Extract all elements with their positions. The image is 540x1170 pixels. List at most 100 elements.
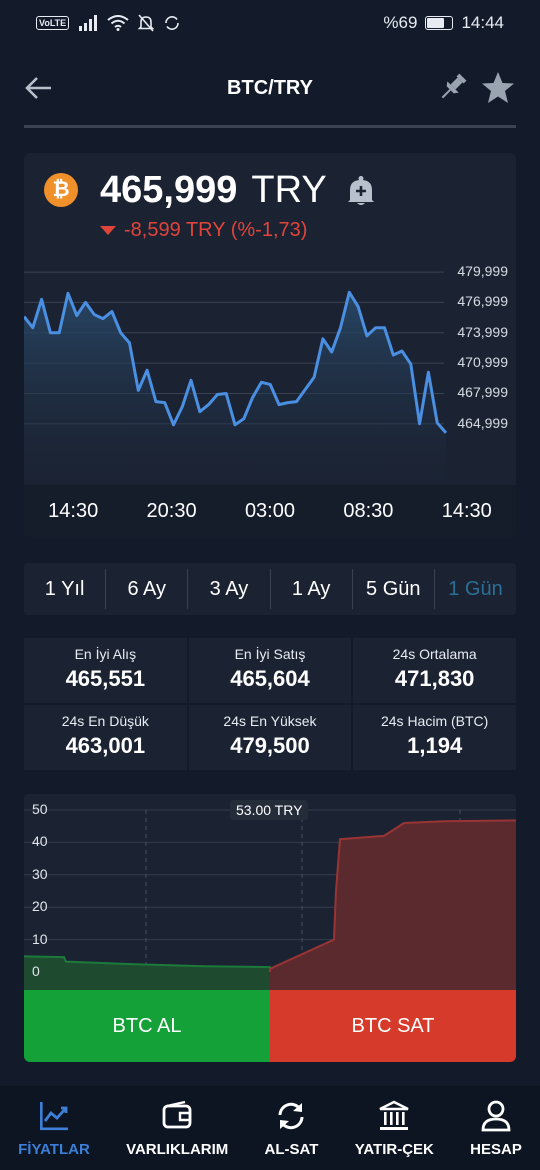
range-tab[interactable]: 5 Gün xyxy=(353,569,435,609)
depth-y-tick-label: 10 xyxy=(32,930,48,947)
battery-icon xyxy=(425,16,454,30)
ask-depth-line xyxy=(269,819,516,972)
y-tick-label: 473,999 xyxy=(457,323,508,340)
stat-label: En İyi Alış xyxy=(74,646,137,662)
signal-icon xyxy=(79,15,98,31)
stat-label: 24s Hacim (BTC) xyxy=(380,713,489,729)
volte-badge: VoLTE xyxy=(36,16,70,30)
stat-value: 465,604 xyxy=(230,666,310,691)
nav-item[interactable]: FİYATLAR xyxy=(18,1099,90,1158)
nav-item[interactable]: VARLIKLARIM xyxy=(126,1099,228,1158)
stats-grid: En İyi Alış 465,551 En İyi Satış 465,604 24s… xyxy=(24,638,516,770)
stat-value: 1,194 xyxy=(407,733,463,758)
page-title: BTC/TRY xyxy=(227,76,313,99)
trade-buttons: BTC AL BTC SAT xyxy=(24,990,516,1062)
ask-depth-area xyxy=(270,820,516,990)
depth-y-tick-label: 0 xyxy=(32,963,40,979)
stat-cell: En İyi Alış 465,551 xyxy=(24,638,187,703)
nav-item[interactable]: HESAP xyxy=(470,1099,522,1158)
y-tick-label: 476,999 xyxy=(457,293,508,310)
battery-level xyxy=(427,18,444,28)
top-bar: BTC/TRY xyxy=(24,60,516,116)
nav-label: FİYATLAR xyxy=(18,1140,90,1158)
depth-chart: 50 40 30 20 10 0 53.00 TRY xyxy=(24,794,516,990)
y-tick-label: 464,999 xyxy=(457,414,508,431)
down-triangle-icon xyxy=(100,226,116,235)
status-icons-right: %69 14:44 xyxy=(383,13,504,33)
user-icon xyxy=(481,1100,511,1131)
price-alarm-icon[interactable] xyxy=(346,175,376,207)
price-chart[interactable] xyxy=(24,253,516,485)
time-axis: 14:30 20:30 03:00 08:30 14:30 xyxy=(24,485,516,537)
range-tab[interactable]: 1 Ay xyxy=(271,569,353,609)
chart-icon xyxy=(39,1101,68,1130)
nav-label: YATIR-ÇEK xyxy=(354,1140,434,1158)
sell-button[interactable]: BTC SAT xyxy=(270,990,516,1062)
stat-label: 24s Ortalama xyxy=(392,646,477,662)
buy-button[interactable]: BTC AL xyxy=(24,990,270,1062)
status-icons-left: VoLTE xyxy=(36,14,181,32)
stat-label: En İyi Satış xyxy=(234,646,306,662)
stat-value: 465,551 xyxy=(65,666,146,691)
stat-cell: 24s En Yüksek 479,500 xyxy=(188,705,352,770)
nav-label: HESAP xyxy=(470,1140,522,1158)
price-area xyxy=(24,292,446,485)
depth-y-tick-label: 30 xyxy=(32,865,48,882)
price-line-series xyxy=(24,290,448,434)
x-tick-label: 03:00 xyxy=(244,499,295,522)
header-divider xyxy=(24,125,516,128)
time-range-selector: 1 Yıl 6 Ay 3 Ay 1 Ay 5 Gün 1 Gün xyxy=(24,563,516,615)
status-bar: VoLTE %69 14:44 xyxy=(0,0,540,46)
battery-percent: %69 xyxy=(383,13,418,32)
refresh-icon xyxy=(278,1102,304,1129)
stat-value: 463,001 xyxy=(65,733,146,758)
bitcoin-logo-icon: ₿ xyxy=(44,173,78,207)
stat-cell: En İyi Satış 465,604 xyxy=(188,638,352,703)
depth-y-tick-label: 20 xyxy=(32,898,48,915)
bid-depth-area xyxy=(24,956,270,990)
stat-value: 471,830 xyxy=(394,666,475,691)
wallet-icon xyxy=(162,1100,192,1128)
depth-y-tick-label: 40 xyxy=(32,833,48,850)
stat-value: 479,500 xyxy=(230,733,310,758)
sync-icon xyxy=(165,16,179,30)
range-tab[interactable]: 6 Ay xyxy=(106,569,189,609)
stat-cell: 24s Ortalama 471,830 xyxy=(353,638,516,703)
bank-icon xyxy=(379,1100,409,1130)
favorite-star-icon[interactable] xyxy=(480,70,516,106)
price-line: 465,999 TRY xyxy=(100,169,327,212)
y-tick-label: 467,999 xyxy=(457,384,508,401)
x-tick-label: 08:30 xyxy=(343,499,394,522)
y-tick-label: 470,999 xyxy=(457,354,508,371)
stat-label: 24s En Düşük xyxy=(61,713,149,729)
price-card: ₿ 465,999 TRY -8,599 TRY (%-1,73) 479,99… xyxy=(24,153,516,537)
range-tab[interactable]: 1 Gün xyxy=(448,578,503,600)
nav-label: VARLIKLARIM xyxy=(126,1140,229,1158)
mute-bell-icon xyxy=(138,14,155,32)
nav-label: AL-SAT xyxy=(264,1140,319,1158)
price-value: 465,999 xyxy=(100,169,238,211)
stat-cell: 24s En Düşük 463,001 xyxy=(24,705,187,770)
price-change: -8,599 TRY (%-1,73) xyxy=(100,219,307,242)
nav-item[interactable]: AL-SAT xyxy=(264,1099,319,1158)
bottom-nav: FİYATLAR VARLIKLARIM AL-SAT YATIR-ÇEK HESAP xyxy=(0,1086,540,1170)
stat-cell: 24s Hacim (BTC) 1,194 xyxy=(353,705,516,770)
range-tab[interactable]: 1 Yıl xyxy=(24,569,107,609)
depth-price-tooltip: 53.00 TRY xyxy=(230,800,309,820)
y-tick-label: 479,999 xyxy=(457,263,508,280)
x-tick-label: 14:30 xyxy=(48,499,99,522)
x-tick-label: 20:30 xyxy=(146,499,197,522)
price-currency: TRY xyxy=(251,169,327,211)
back-arrow-icon[interactable] xyxy=(24,73,54,103)
pin-icon[interactable] xyxy=(436,70,470,104)
bid-depth-line xyxy=(24,955,271,972)
depth-chart-canvas[interactable] xyxy=(24,794,516,990)
x-tick-label: 14:30 xyxy=(441,499,492,522)
range-tab[interactable]: 3 Ay xyxy=(188,569,271,609)
price-change-text: -8,599 TRY (%-1,73) xyxy=(124,219,308,241)
clock: 14:44 xyxy=(461,13,504,32)
nav-item[interactable]: YATIR-ÇEK xyxy=(355,1099,434,1158)
depth-y-tick-label: 50 xyxy=(32,801,48,817)
wifi-icon xyxy=(107,15,129,31)
stat-label: 24s En Yüksek xyxy=(223,713,317,729)
